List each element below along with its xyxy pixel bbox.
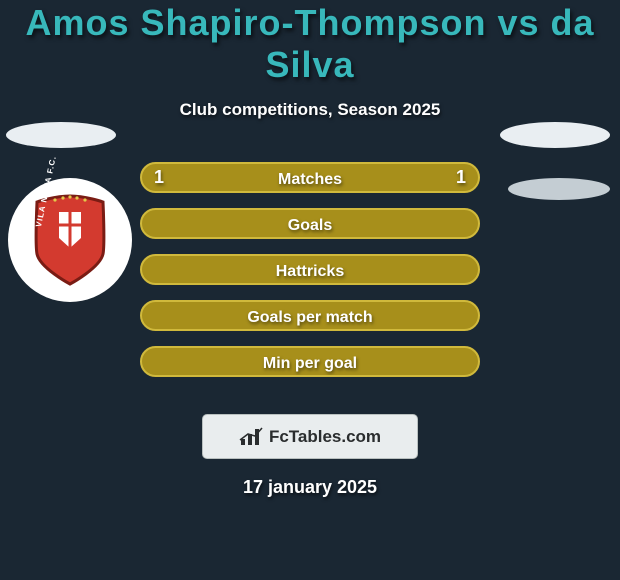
stat-bar: Goals <box>140 208 480 239</box>
date-text: 17 january 2025 <box>0 477 620 498</box>
bars-icon <box>239 427 263 447</box>
fctables-logo: FcTables.com <box>202 414 418 459</box>
stat-row: Hattricks <box>0 254 620 300</box>
page-title: Amos Shapiro-Thompson vs da Silva <box>0 0 620 86</box>
stat-row: Goals <box>0 208 620 254</box>
subtitle: Club competitions, Season 2025 <box>0 100 620 120</box>
stat-label: Matches <box>278 171 342 188</box>
stat-bar: Goals per match <box>140 300 480 331</box>
stat-label: Hattricks <box>276 263 344 280</box>
stat-label: Goals per match <box>247 309 372 326</box>
stat-bar: Hattricks <box>140 254 480 285</box>
player-left-avatar <box>6 122 116 148</box>
stat-rows: Matches 1 1 Goals Hattricks Goals per match Mi… <box>0 162 620 392</box>
stat-row: Matches 1 1 <box>0 162 620 208</box>
stat-value-right: 1 <box>440 162 480 193</box>
stat-bar: Min per goal <box>140 346 480 377</box>
stat-label: Min per goal <box>263 355 357 372</box>
stat-row: Min per goal <box>0 346 620 392</box>
stat-bar: Matches <box>140 162 480 193</box>
stat-value-left: 1 <box>140 162 180 193</box>
player-right-avatar <box>500 122 610 148</box>
stat-row: Goals per match <box>0 300 620 346</box>
logo-text: FcTables.com <box>269 427 381 447</box>
stat-label: Goals <box>288 217 332 234</box>
